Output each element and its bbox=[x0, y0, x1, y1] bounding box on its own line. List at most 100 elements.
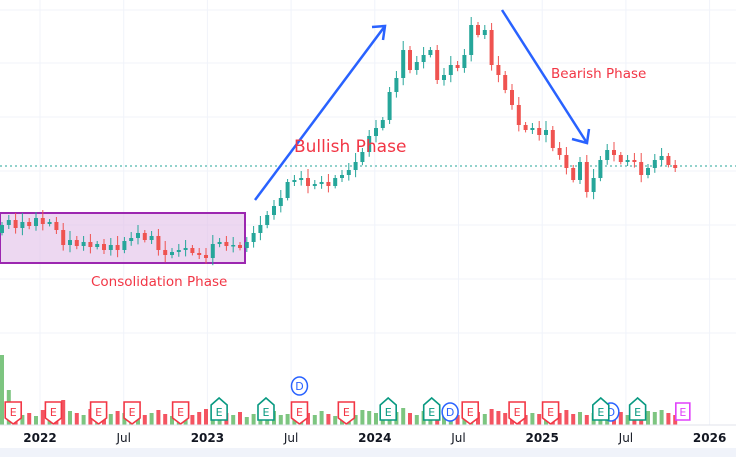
x-tick-label: 2023 bbox=[191, 431, 224, 445]
candle-body bbox=[394, 78, 399, 92]
candle-body bbox=[20, 222, 25, 228]
candle-body bbox=[591, 178, 596, 192]
volume-bar bbox=[251, 414, 256, 425]
earnings-icon bbox=[171, 401, 190, 425]
earnings-icon bbox=[290, 401, 309, 425]
earnings-marker[interactable]: E bbox=[44, 401, 63, 425]
candle bbox=[489, 23, 494, 71]
candle bbox=[666, 153, 671, 168]
candle bbox=[537, 121, 542, 141]
volume-bar bbox=[537, 414, 542, 425]
earnings-marker[interactable]: E bbox=[257, 396, 275, 421]
volume-bar bbox=[170, 416, 174, 425]
candle bbox=[428, 47, 433, 58]
candle-body bbox=[88, 242, 93, 247]
candle bbox=[639, 153, 644, 183]
candle-body bbox=[115, 245, 120, 250]
marker-letter: E bbox=[50, 406, 57, 419]
x-axis[interactable]: 2022 Jul 2023 Jul 2024 Jul 2025 Jul 2026 bbox=[0, 424, 736, 445]
volume-bar bbox=[401, 408, 406, 425]
earnings-marker[interactable]: E bbox=[541, 401, 560, 425]
volume-bar bbox=[238, 412, 242, 425]
candle-body bbox=[578, 162, 582, 180]
earnings-marker[interactable]: E bbox=[628, 396, 647, 421]
bullish-arrow[interactable] bbox=[253, 24, 387, 201]
earnings-marker[interactable]: E bbox=[89, 401, 108, 425]
earnings-marker[interactable]: E bbox=[210, 396, 228, 421]
volume-bar bbox=[142, 415, 147, 425]
candle bbox=[292, 175, 297, 186]
dividend-icon bbox=[441, 402, 459, 422]
earnings-icon bbox=[89, 401, 108, 425]
candle-body bbox=[625, 160, 630, 162]
volume-bar bbox=[503, 413, 508, 425]
dividend-marker[interactable]: D bbox=[441, 402, 459, 422]
earnings-marker[interactable]: E bbox=[422, 396, 441, 421]
candle bbox=[673, 160, 678, 172]
candle-body bbox=[142, 233, 147, 240]
volume-bar bbox=[319, 411, 324, 425]
candle bbox=[54, 217, 59, 234]
earnings-marker[interactable]: E bbox=[337, 401, 356, 425]
earnings-marker[interactable]: E bbox=[4, 401, 23, 426]
candle-body bbox=[503, 75, 508, 90]
volume-bar bbox=[408, 413, 412, 425]
candle-body bbox=[557, 148, 562, 155]
earnings-marker[interactable]: E bbox=[591, 396, 610, 421]
volume-bar bbox=[115, 411, 120, 425]
candle-body bbox=[68, 240, 72, 245]
bullish-phase-label: Bullish Phase bbox=[294, 137, 406, 157]
candle bbox=[204, 248, 208, 264]
earnings-marker[interactable]: E bbox=[123, 401, 141, 425]
candle bbox=[462, 49, 467, 73]
volume-bar bbox=[482, 414, 487, 425]
candle-body bbox=[0, 225, 4, 233]
candle bbox=[142, 230, 147, 243]
candle bbox=[523, 122, 528, 133]
earnings-icon bbox=[461, 401, 480, 425]
candlesticks bbox=[0, 17, 678, 266]
earnings-marker[interactable]: E bbox=[379, 396, 397, 421]
marker-letter: E bbox=[467, 406, 474, 419]
volume-bar bbox=[204, 409, 208, 425]
earnings-marker[interactable]: E bbox=[171, 401, 190, 425]
marker-letter: E bbox=[547, 406, 554, 419]
candle-body bbox=[387, 92, 392, 120]
earnings-marker[interactable]: E bbox=[675, 402, 691, 421]
candle-body bbox=[421, 55, 426, 62]
volume-bar bbox=[625, 415, 630, 425]
bearish-arrow[interactable] bbox=[500, 9, 591, 145]
candle-body bbox=[13, 220, 18, 228]
candle bbox=[244, 237, 249, 252]
marker-letter: E bbox=[597, 406, 604, 419]
candle-body bbox=[666, 156, 671, 165]
candle bbox=[455, 61, 460, 72]
candle-body bbox=[176, 250, 181, 252]
candle bbox=[503, 71, 508, 94]
volume-bar bbox=[659, 410, 664, 425]
volume-bar bbox=[285, 414, 290, 425]
earnings-marker[interactable]: E bbox=[508, 401, 526, 425]
candle bbox=[312, 180, 317, 190]
earnings-marker[interactable]: E bbox=[290, 401, 309, 425]
dividend-marker[interactable]: D bbox=[290, 376, 309, 396]
candle-body bbox=[469, 25, 474, 55]
candle bbox=[108, 238, 113, 256]
marker-letter: E bbox=[129, 406, 136, 419]
candle-body bbox=[251, 233, 256, 242]
candle bbox=[27, 218, 32, 230]
candle-body bbox=[544, 130, 548, 135]
candle-body bbox=[224, 242, 229, 246]
candle-body bbox=[564, 155, 569, 168]
candle bbox=[346, 163, 351, 181]
candle-body bbox=[54, 222, 59, 230]
candle bbox=[285, 179, 290, 201]
candle bbox=[88, 234, 93, 254]
candle-body bbox=[326, 182, 331, 186]
candle bbox=[20, 213, 25, 236]
earnings-marker[interactable]: E bbox=[461, 401, 480, 425]
earnings-icon bbox=[591, 396, 610, 421]
candle bbox=[129, 232, 134, 246]
candle bbox=[136, 225, 140, 245]
